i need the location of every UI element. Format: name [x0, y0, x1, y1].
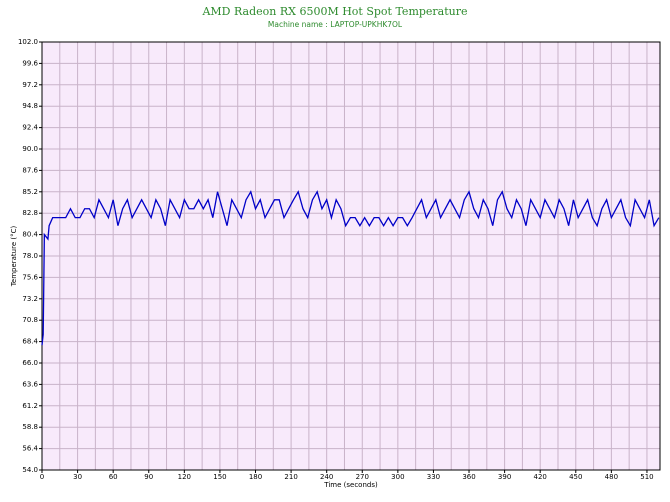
- x-tick-label: 150: [213, 473, 226, 481]
- x-tick-label: 270: [356, 473, 369, 481]
- chart-title: AMD Radeon RX 6500M Hot Spot Temperature: [201, 5, 467, 18]
- y-tick-label: 54.0: [22, 466, 38, 474]
- x-tick-label: 60: [109, 473, 118, 481]
- y-tick-label: 78.0: [22, 252, 38, 260]
- x-tick-label: 90: [144, 473, 153, 481]
- chart-subtitle: Machine name : LAPTOP-UPKHK7OL: [268, 20, 403, 29]
- x-tick-label: 300: [391, 473, 404, 481]
- x-tick-label: 450: [569, 473, 582, 481]
- y-tick-label: 87.6: [22, 166, 38, 174]
- x-tick-label: 0: [40, 473, 44, 481]
- x-tick-label: 390: [498, 473, 511, 481]
- x-tick-label: 360: [462, 473, 475, 481]
- y-tick-label: 94.8: [22, 102, 38, 110]
- y-tick-label: 102.0: [18, 38, 38, 46]
- y-tick-label: 82.8: [22, 209, 38, 217]
- y-tick-label: 70.8: [22, 316, 38, 324]
- y-tick-label: 90.0: [22, 145, 38, 153]
- y-tick-label: 80.4: [22, 231, 38, 239]
- y-tick-label: 56.4: [22, 445, 38, 453]
- y-tick-label: 58.8: [22, 423, 38, 431]
- y-tick-label: 61.2: [22, 402, 38, 410]
- x-tick-label: 210: [284, 473, 297, 481]
- y-tick-label: 92.4: [22, 124, 38, 132]
- y-tick-label: 73.2: [22, 295, 38, 303]
- x-tick-label: 30: [73, 473, 82, 481]
- x-tick-label: 510: [640, 473, 653, 481]
- y-tick-label: 75.6: [22, 273, 38, 281]
- y-tick-label: 63.6: [22, 380, 38, 388]
- y-tick-label: 66.0: [22, 359, 38, 367]
- y-tick-label: 68.4: [22, 338, 38, 346]
- x-tick-label: 420: [534, 473, 547, 481]
- x-tick-label: 180: [249, 473, 262, 481]
- y-axis-label: Temperature (°C): [10, 226, 18, 288]
- y-tick-label: 85.2: [22, 188, 38, 196]
- data-line: [41, 190, 660, 346]
- plot-border: [41, 41, 661, 471]
- x-tick-label: 120: [178, 473, 191, 481]
- x-tick-label: 240: [320, 473, 333, 481]
- y-tick-label: 97.2: [22, 81, 38, 89]
- y-tick-label: 99.6: [22, 59, 38, 67]
- x-tick-label: 480: [605, 473, 618, 481]
- x-axis-label: Time (seconds): [323, 481, 378, 489]
- x-tick-label: 330: [427, 473, 440, 481]
